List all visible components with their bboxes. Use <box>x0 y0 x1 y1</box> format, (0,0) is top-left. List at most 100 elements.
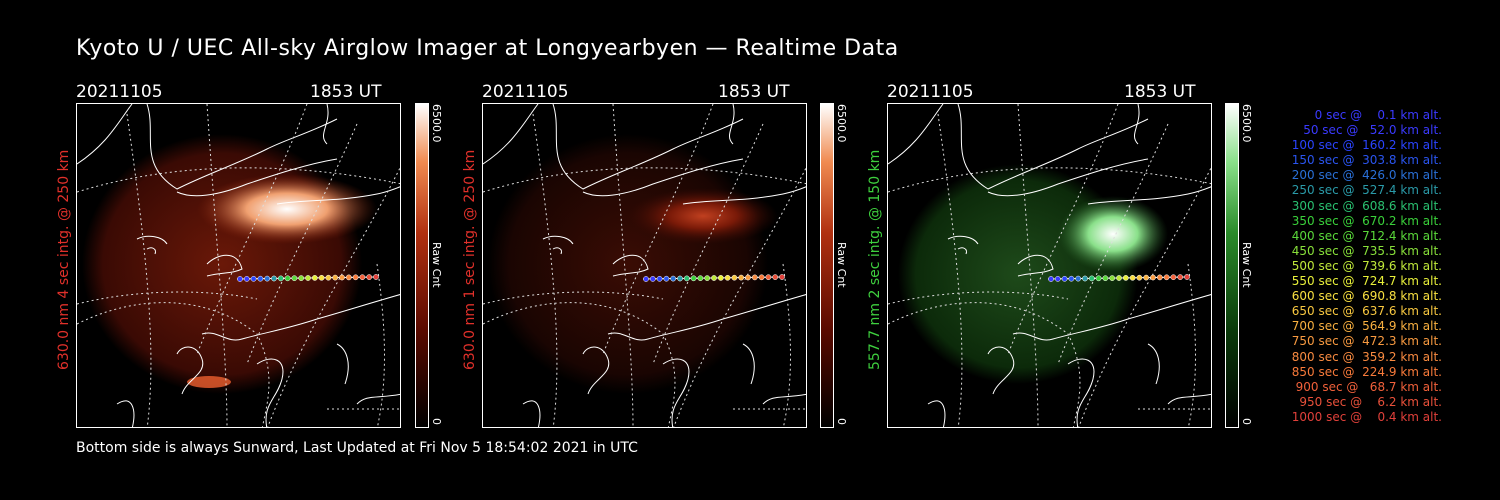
geomagnetic-grid <box>483 104 806 427</box>
satellite-track-point <box>677 275 683 282</box>
satellite-track-point <box>724 274 731 281</box>
legend-entry: 650 sec @ 637.6 km alt. <box>1287 304 1442 319</box>
satellite-track-point <box>656 275 663 282</box>
legend-entry: 0 sec @ 0.1 km alt. <box>1303 108 1442 122</box>
legend-entry: 200 sec @ 426.0 km alt. <box>1287 168 1442 183</box>
satellite-track-point <box>1136 274 1143 281</box>
satellite-track-point <box>318 274 325 281</box>
satellite-track-point <box>1109 275 1116 281</box>
satellite-time-altitude-legend: 0 sec @ 0.1 km alt. 50 sec @ 52.0 km alt… <box>1262 108 1442 425</box>
satellite-track-point <box>1068 275 1075 282</box>
satellite-track-point <box>291 275 298 282</box>
satellite-track-point <box>704 275 711 281</box>
legend-entry: 100 sec @ 160.2 km alt. <box>1287 138 1442 153</box>
panel-2-colorbar <box>820 103 834 428</box>
satellite-track-point <box>345 274 352 281</box>
satellite-track-point <box>731 274 738 281</box>
legend-entry: 500 sec @ 739.6 km alt. <box>1287 258 1442 273</box>
panel-1-colorbar-min: 0 <box>430 418 443 425</box>
legend-entry: 50 sec @ 52.0 km alt. <box>1295 123 1442 138</box>
satellite-track-point <box>649 276 656 282</box>
legend-entry: 450 sec @ 735.5 km alt. <box>1287 243 1442 258</box>
coastline-overlay <box>483 104 806 427</box>
satellite-track-point <box>264 275 271 282</box>
satellite-track-point <box>257 275 264 282</box>
satellite-track-point <box>1177 274 1184 280</box>
satellite-track-point <box>1150 274 1156 281</box>
legend-entry: 950 sec @ 6.2 km alt. <box>1295 394 1442 409</box>
satellite-track-point <box>1163 274 1170 281</box>
sky-glow <box>82 134 362 394</box>
satellite-track-point <box>1095 275 1102 282</box>
satellite-track-point <box>1184 274 1190 280</box>
satellite-track-point <box>243 276 250 282</box>
panel-1-svg <box>77 104 400 427</box>
sky-glow <box>488 134 768 394</box>
panel-1-colorbar-unit: Raw Cnt <box>430 242 443 288</box>
aurora-arc <box>1058 196 1168 272</box>
satellite-track-point <box>352 274 359 281</box>
satellite-track-point <box>690 275 697 282</box>
panel-1-colorbar <box>415 103 429 428</box>
panel-3-colorbar-unit: Raw Cnt <box>1240 242 1253 288</box>
panel-1-date: 20211105 <box>76 82 163 102</box>
satellite-track-point <box>711 275 717 281</box>
panel-2-date: 20211105 <box>482 82 569 102</box>
satellite-track-point <box>284 275 291 282</box>
geomagnetic-grid <box>888 104 1211 427</box>
panel-3-wavelength-label: 557.7 nm 2 sec intg. @ 150 km <box>867 149 883 370</box>
satellite-track-point <box>311 275 318 281</box>
satellite-track-point <box>663 275 670 282</box>
panel-2-colorbar-max: 6500.0 <box>835 104 848 143</box>
page-title: Kyoto U / UEC All-sky Airglow Imager at … <box>76 36 899 61</box>
satellite-track-point <box>373 274 379 280</box>
satellite-track-point <box>643 276 649 282</box>
panel-3-svg <box>888 104 1211 427</box>
satellite-track-point <box>325 274 332 281</box>
satellite-track-point <box>717 275 724 281</box>
satellite-track-point <box>1129 274 1136 281</box>
satellite-track-point <box>1061 275 1068 282</box>
aurora-arc <box>628 188 778 244</box>
satellite-track-point <box>765 274 772 281</box>
satellite-track-point <box>1088 275 1095 282</box>
panel-3-airglow-image <box>887 103 1212 428</box>
satellite-track-point <box>366 274 373 280</box>
panel-2-time: 1853 UT <box>718 82 790 102</box>
aurora-arc <box>197 174 377 244</box>
satellite-track-point <box>751 274 758 281</box>
satellite-track-point <box>697 275 704 282</box>
satellite-track-point <box>1143 274 1150 281</box>
panel-1-airglow-image <box>76 103 401 428</box>
satellite-track-point <box>339 274 345 281</box>
panel-2-wavelength-label: 630.0 nm 1 sec intg. @ 250 km <box>462 149 478 370</box>
panel-3-date: 20211105 <box>887 82 974 102</box>
legend-entry: 150 sec @ 303.8 km alt. <box>1287 153 1442 168</box>
satellite-track-point <box>1122 275 1129 281</box>
satellite-track-point <box>1116 275 1122 281</box>
legend-entry: 900 sec @ 68.7 km alt. <box>1291 379 1442 394</box>
panel-3-colorbar-max: 6500.0 <box>1240 104 1253 143</box>
satellite-track-point <box>1170 274 1177 281</box>
satellite-track-point <box>1054 276 1061 282</box>
legend-entry: 350 sec @ 670.2 km alt. <box>1287 213 1442 228</box>
satellite-track-point <box>250 275 257 282</box>
geomagnetic-grid <box>77 104 400 427</box>
satellite-track-point <box>1075 275 1082 282</box>
panel-1-colorbar-max: 6500.0 <box>430 104 443 143</box>
legend-entry: 800 sec @ 359.2 km alt. <box>1287 349 1442 364</box>
legend-entry: 550 sec @ 724.7 km alt. <box>1287 274 1442 289</box>
panel-3-colorbar <box>1225 103 1239 428</box>
panel-2-colorbar-unit: Raw Cnt <box>835 242 848 288</box>
satellite-track-point <box>1102 275 1109 282</box>
panel-3-time: 1853 UT <box>1124 82 1196 102</box>
satellite-track-point <box>298 275 305 281</box>
legend-entry: 700 sec @ 564.9 km alt. <box>1287 319 1442 334</box>
bright-spot <box>187 376 231 388</box>
panel-1-time: 1853 UT <box>310 82 382 102</box>
legend-entry: 300 sec @ 608.6 km alt. <box>1287 198 1442 213</box>
satellite-track-point <box>1156 274 1163 281</box>
legend-entry: 250 sec @ 527.4 km alt. <box>1287 183 1442 198</box>
coastline-overlay <box>77 104 400 427</box>
panel-2-colorbar-min: 0 <box>835 418 848 425</box>
